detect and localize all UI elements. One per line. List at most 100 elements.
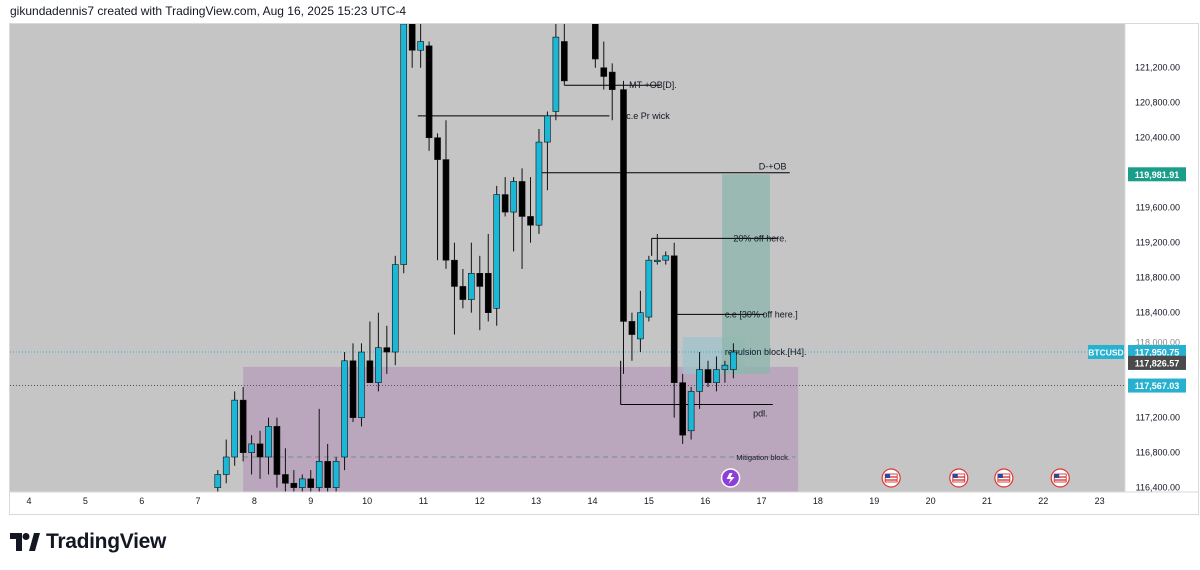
x-tick-label: 6: [139, 496, 144, 506]
x-tick-label: 9: [308, 496, 313, 506]
level-b-badge-text: 117,567.03: [1135, 381, 1180, 391]
candle[interactable]: [670, 255, 678, 383]
candle[interactable]: [341, 360, 348, 458]
candle[interactable]: [484, 273, 492, 313]
candle[interactable]: [459, 286, 467, 300]
candle[interactable]: [391, 264, 399, 353]
x-tick-label: 15: [644, 496, 654, 506]
candle[interactable]: [645, 259, 653, 318]
candle[interactable]: [324, 461, 331, 488]
candle[interactable]: [451, 259, 458, 287]
candle[interactable]: [442, 159, 450, 261]
candle[interactable]: [713, 369, 720, 383]
target-price-badge-text: 119,981.91: [1135, 170, 1180, 180]
candle[interactable]: [349, 360, 357, 418]
candle[interactable]: [214, 474, 222, 488]
x-tick-label: 23: [1095, 496, 1105, 506]
candle[interactable]: [696, 369, 703, 392]
candle[interactable]: [510, 181, 517, 213]
candle[interactable]: [600, 67, 608, 77]
candle[interactable]: [366, 360, 374, 383]
y-tick-label: 120,800.00: [1135, 98, 1180, 108]
x-tick-label: 21: [982, 496, 992, 506]
candle[interactable]: [222, 456, 230, 475]
candle[interactable]: [535, 141, 543, 226]
annotation-d-ob: D-+OB: [759, 162, 787, 172]
target-price-badge: [1128, 167, 1186, 182]
candle[interactable]: [679, 382, 686, 436]
candle[interactable]: [265, 426, 272, 458]
symbol-tag: [1088, 344, 1124, 359]
candle[interactable]: [358, 351, 365, 418]
level-a-badge: [1128, 355, 1186, 370]
candle[interactable]: [620, 89, 627, 322]
candle[interactable]: [315, 461, 323, 488]
candle[interactable]: [721, 364, 729, 370]
candle[interactable]: [231, 399, 238, 458]
candle[interactable]: [592, 24, 599, 60]
candle[interactable]: [434, 137, 441, 160]
y-tick-label: 120,400.00: [1135, 133, 1180, 143]
candle[interactable]: [239, 399, 247, 453]
lightning-bolt-icon: [726, 473, 735, 484]
candle[interactable]: [273, 426, 281, 475]
candle[interactable]: [730, 351, 737, 370]
x-tick-label: 20: [926, 496, 936, 506]
y-tick-label: 118,800.00: [1136, 273, 1180, 283]
candle[interactable]: [417, 41, 424, 51]
candle[interactable]: [476, 273, 484, 287]
us-flag-canton-icon: [952, 474, 958, 478]
us-flag-canton-icon: [1054, 474, 1060, 478]
annotation-mt-ob: MT +OB[D].: [629, 80, 677, 90]
candle[interactable]: [493, 194, 501, 309]
candle[interactable]: [425, 45, 433, 139]
candle[interactable]: [307, 478, 315, 488]
candle[interactable]: [248, 443, 255, 453]
x-tick-label: 22: [1038, 496, 1048, 506]
candle[interactable]: [468, 273, 475, 300]
x-tick-label: 10: [362, 496, 372, 506]
chart-frame[interactable]: MT +OB[D]. c.e Pr wick D-+OB 20% off here. c…: [9, 23, 1199, 515]
candle[interactable]: [561, 41, 568, 82]
symbol-tag-text: BTCUSD: [1088, 347, 1123, 357]
candle[interactable]: [544, 115, 551, 143]
tradingview-logo-icon: [10, 533, 40, 551]
x-tick-label: 5: [83, 496, 88, 506]
candle[interactable]: [400, 24, 408, 265]
candle[interactable]: [282, 474, 289, 484]
candle[interactable]: [608, 71, 616, 90]
candle[interactable]: [654, 259, 661, 262]
candle[interactable]: [527, 216, 534, 226]
candle[interactable]: [501, 194, 509, 213]
level-b-badge: [1128, 378, 1186, 393]
x-tick-label: 11: [419, 496, 428, 506]
y-tick-label: 121,200.00: [1135, 63, 1180, 73]
candle[interactable]: [298, 478, 306, 488]
candle[interactable]: [687, 391, 695, 432]
level-a-badge-text: 117,826.57: [1135, 358, 1180, 368]
candle[interactable]: [408, 24, 416, 51]
annotation-mitigation: Mitigation block.: [736, 453, 790, 462]
x-tick-label: 17: [757, 496, 767, 506]
candle[interactable]: [628, 321, 636, 335]
candle[interactable]: [662, 255, 670, 261]
candle[interactable]: [375, 347, 382, 383]
last-price-text: 117,950.75: [1135, 347, 1180, 357]
annotation-ce-wick: c.e Pr wick: [626, 111, 670, 121]
candle[interactable]: [290, 482, 298, 488]
y-tick-label: 116,400.00: [1136, 483, 1180, 493]
candle[interactable]: [637, 312, 644, 340]
candle[interactable]: [332, 461, 340, 488]
tradingview-brand: TradingView: [46, 530, 167, 553]
y-tick-label: 119,200.00: [1136, 238, 1180, 248]
candle[interactable]: [518, 181, 526, 217]
x-tick-label: 4: [26, 496, 31, 506]
candlestick-chart[interactable]: MT +OB[D]. c.e Pr wick D-+OB 20% off here. c…: [10, 24, 1198, 514]
candle[interactable]: [552, 36, 560, 112]
x-tick-label: 7: [196, 496, 201, 506]
candle[interactable]: [383, 347, 391, 353]
annotation-repulsion: repulsion block.[H4].: [725, 347, 807, 357]
candle[interactable]: [256, 443, 264, 458]
candle[interactable]: [704, 369, 712, 383]
annotation-ce-30: c.e [30% off here.]: [725, 309, 798, 319]
